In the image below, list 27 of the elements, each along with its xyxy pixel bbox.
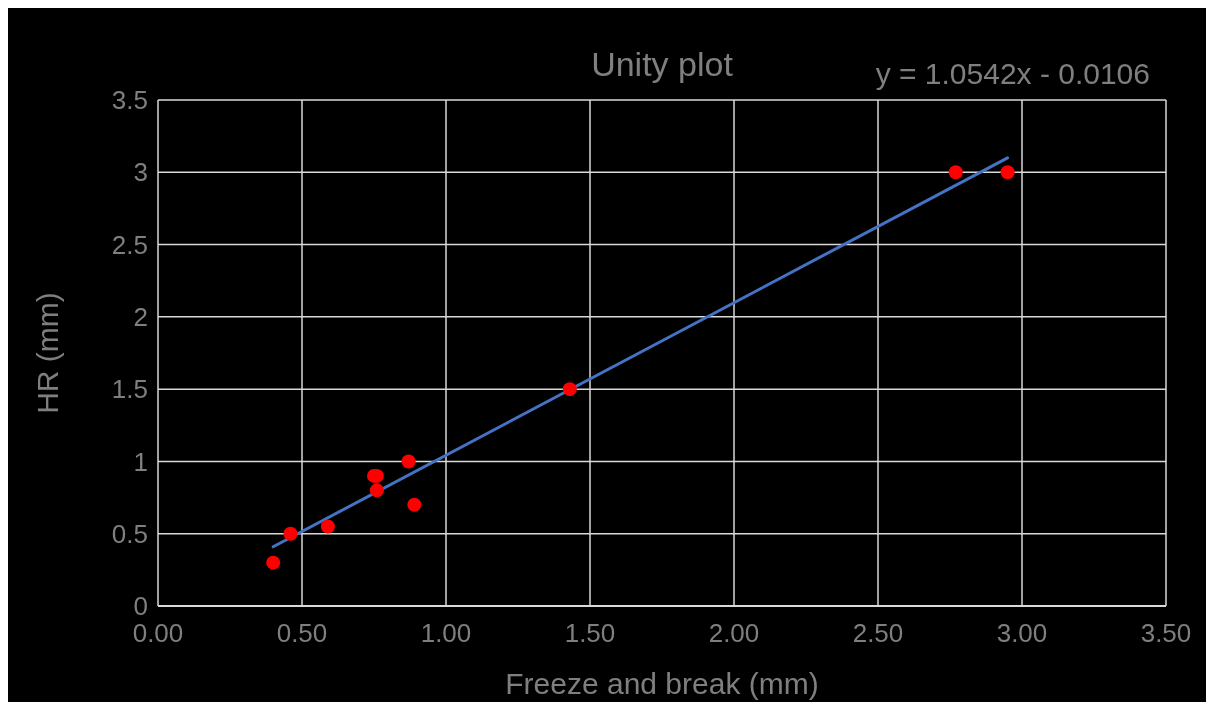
- x-tick-label: 2.00: [708, 618, 760, 648]
- chart-title: Unity plot: [591, 45, 734, 83]
- y-axis-title: HR (mm): [31, 292, 64, 414]
- text: y = 1.0542x - 0.0106: [875, 57, 1150, 90]
- point: [407, 497, 422, 512]
- point: [948, 165, 963, 180]
- y-tick-label: 0.5: [111, 518, 148, 549]
- y-tick-label: 1.5: [111, 374, 148, 405]
- x-tick-label: 0.50: [276, 618, 328, 648]
- x-tick-label: 2.50: [852, 618, 904, 648]
- x-axis-title: Freeze and break (mm): [505, 667, 819, 700]
- point: [283, 526, 298, 541]
- y-tick-label: 2: [133, 301, 148, 332]
- point: [1000, 165, 1015, 180]
- x-tick-label: 1.50: [564, 618, 616, 648]
- point: [562, 382, 577, 397]
- point: [401, 454, 416, 469]
- point: [320, 519, 335, 534]
- y-tick-label: 3.5: [111, 85, 148, 116]
- y-tick-label: 3: [133, 157, 148, 188]
- x-tick-label: 1.00: [420, 618, 472, 648]
- y-tick-label: 1: [133, 446, 148, 477]
- y-tick-label: 2.5: [111, 229, 148, 260]
- point: [369, 483, 384, 498]
- x-tick-label: 3.50: [1140, 618, 1192, 648]
- x-tick-label: 3.00: [996, 618, 1048, 648]
- point: [266, 555, 281, 570]
